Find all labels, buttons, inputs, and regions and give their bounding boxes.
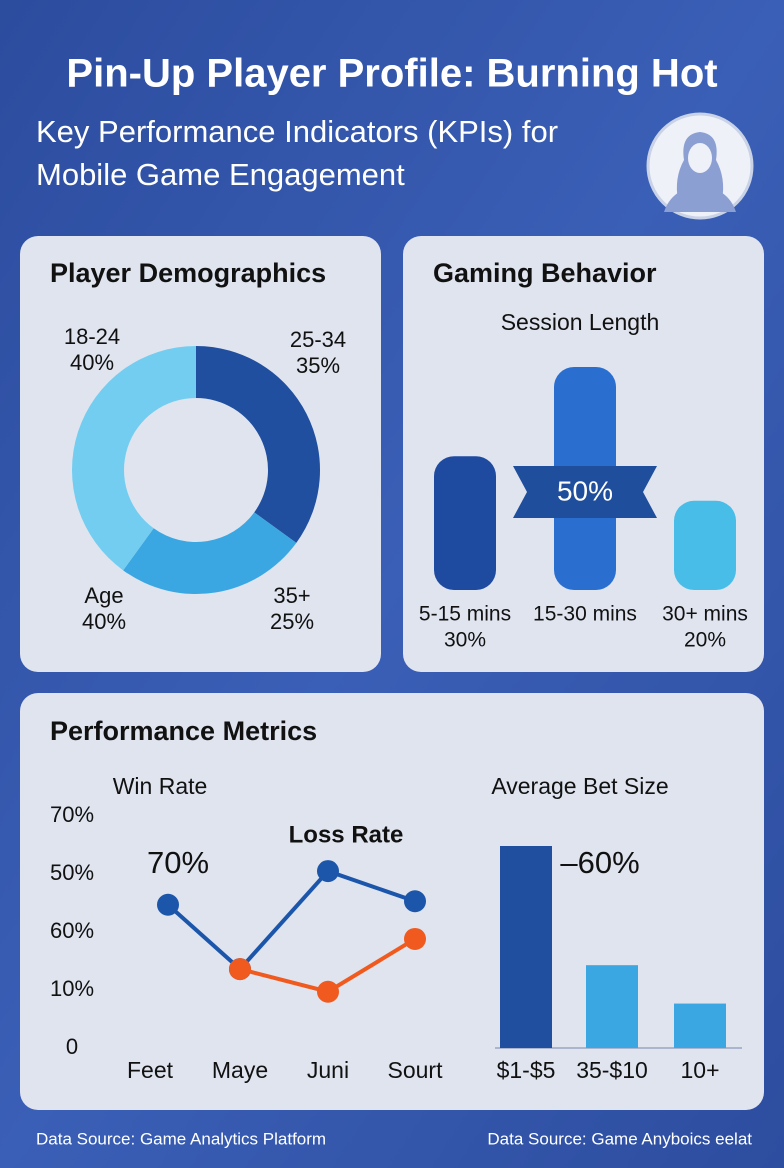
panel-title: Performance Metrics [50,716,317,746]
marker [404,927,426,950]
subtitle-line: Mobile Game Engagement [36,157,405,192]
y-tick-label: 50% [50,860,94,885]
line [166,868,416,972]
bar [674,500,736,590]
segment-label: 35+ [273,583,310,608]
x-tick-label: Feet [127,1057,174,1083]
x-tick-label: Juni [307,1057,349,1083]
annotation: 40% [82,609,126,634]
donut-segment [72,346,196,571]
y-tick-label: 60% [50,918,94,943]
footer-note: Data Source: Game Analytics Platform [36,1129,326,1148]
subtitle-line: Key Performance Indicators (KPIs) for [36,114,558,149]
panel-title: Gaming Behavior [433,258,657,288]
annotation: –60% [560,845,639,880]
x-tick-label: 15-30 mins [533,603,637,626]
segment-label: 25-34 [290,327,346,352]
bar [586,965,638,1048]
value-label: 50% [557,475,613,506]
bar [674,1003,726,1048]
x-tick-label: 30+ mins [662,603,748,626]
bar [434,456,496,590]
marker [317,980,339,1003]
segment-value: 35% [296,353,340,378]
marker [317,860,339,883]
marker [229,958,251,981]
y-tick-label: 0 [66,1034,78,1059]
chart-title: Average Bet Size [491,773,668,799]
y-tick-label: 10% [50,976,94,1001]
x-tick-label: Sourt [388,1057,444,1083]
panel [20,236,381,672]
x-tick-label: 35-$10 [576,1057,648,1083]
marker [404,890,426,913]
page-title: Pin-Up Player Profile: Burning Hot [66,52,717,96]
annotation: 70% [147,845,209,880]
donut-segment [196,346,321,543]
segment-value: 40% [70,350,114,375]
chart-title: Session Length [501,309,660,335]
bar [500,846,552,1048]
x-tick-label: Maye [212,1057,268,1083]
series-label: Loss Rate [289,821,404,848]
x-tick-label: 5-15 mins [419,603,511,626]
panel-title: Player Demographics [50,258,326,288]
value-label: 30% [444,629,486,652]
avatar [646,112,754,220]
donut-segment [123,512,297,595]
x-tick-label: 10+ [680,1057,719,1083]
value-label: 20% [684,629,726,652]
y-tick-label: 70% [50,802,94,827]
ribbon [513,466,657,518]
panel [20,693,764,1110]
segment-value: 25% [270,609,314,634]
segment-label: 18-24 [64,324,120,349]
marker [157,893,179,916]
series-label: Win Rate [113,773,208,799]
footer-note: Data Source: Game Anyboics eelat [487,1129,752,1148]
annotation: Age [84,583,123,608]
x-tick-label: $1-$5 [497,1057,556,1083]
